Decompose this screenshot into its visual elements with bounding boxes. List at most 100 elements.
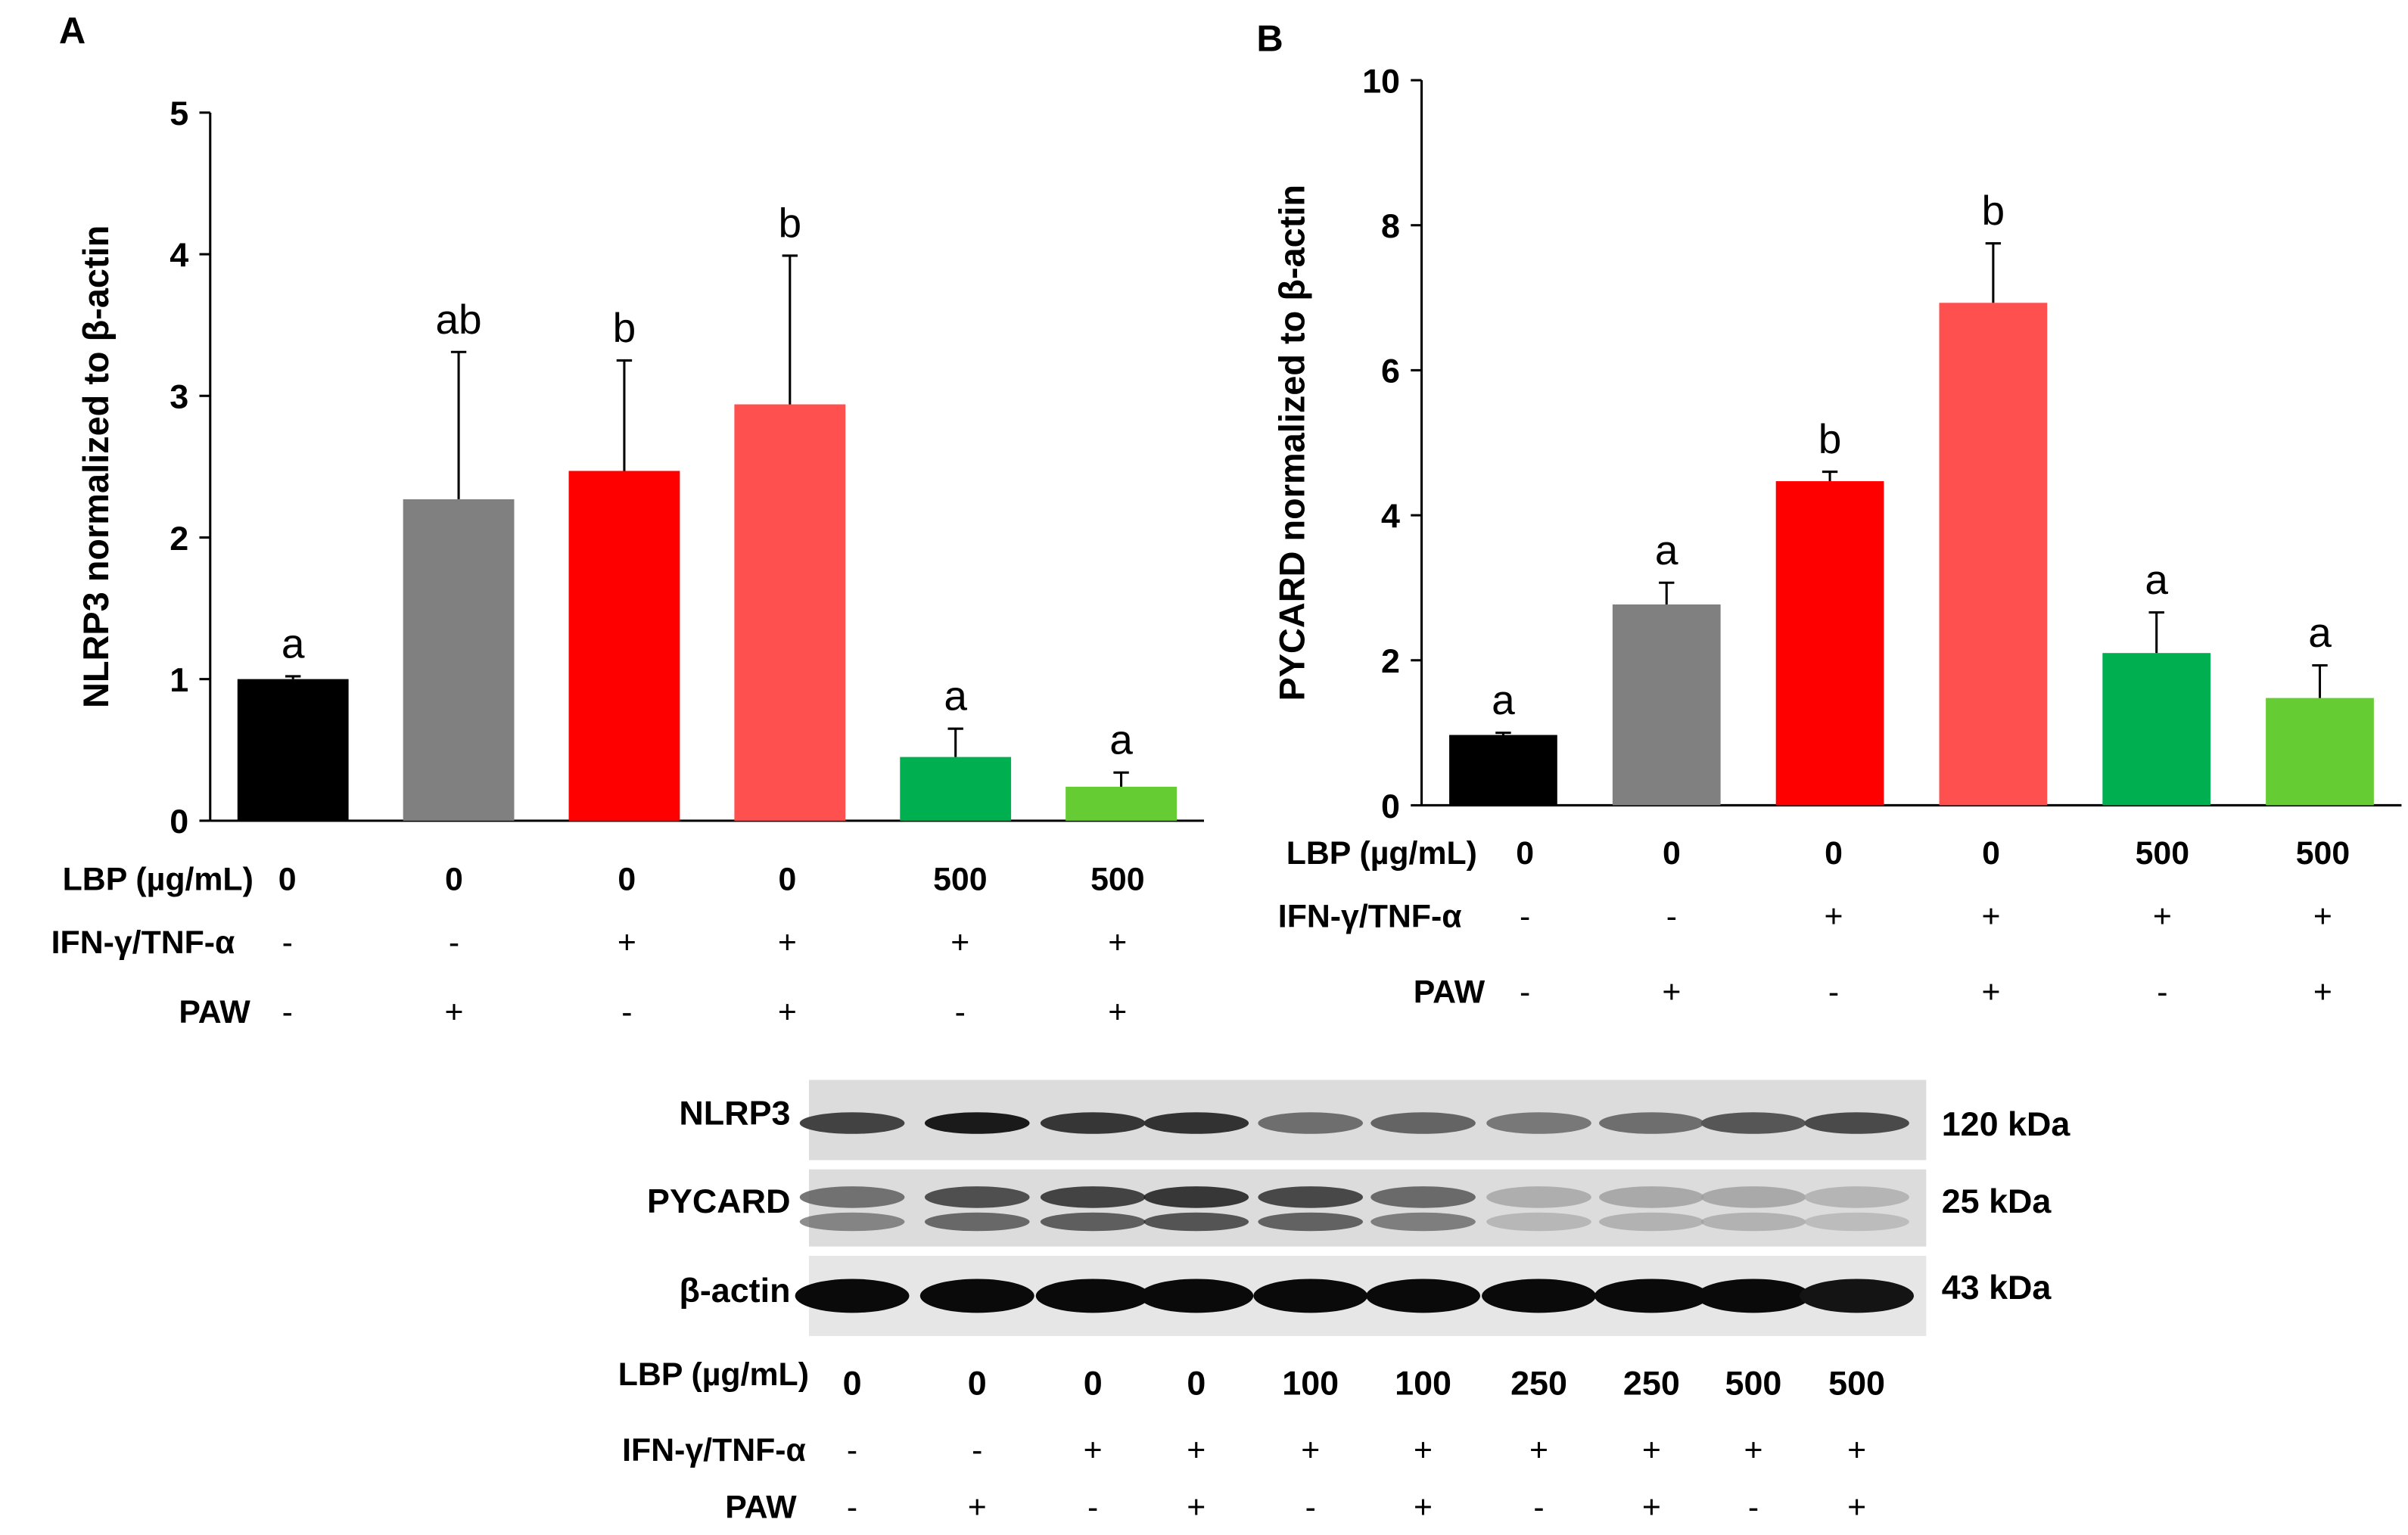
condition-value: 0 — [779, 862, 797, 898]
blot-condition-value: - — [1748, 1490, 1759, 1526]
y-tick-label: 2 — [170, 519, 188, 558]
significance-letter: a — [1492, 676, 1515, 723]
blot-condition-value: + — [1301, 1432, 1320, 1468]
condition-label: IFN-γ/TNF-α — [1278, 899, 1462, 935]
condition-value: 0 — [1663, 835, 1681, 872]
blot-condition-value: + — [1847, 1432, 1866, 1468]
condition-label: LBP (µg/mL) — [1286, 835, 1477, 872]
western-blot: NLRP3 120 kDa PYCARD 25 kDa β-actin 43 kDa LBP… — [618, 1080, 2071, 1526]
condition-value: 500 — [2136, 835, 2189, 872]
blot-condition-value: + — [1187, 1432, 1206, 1468]
bar — [2266, 698, 2374, 806]
significance-letter: ab — [435, 296, 481, 343]
blot-band — [1258, 1212, 1364, 1232]
blot-band — [1366, 1279, 1481, 1313]
condition-value: + — [778, 924, 797, 961]
y-tick-label: 0 — [1381, 787, 1400, 825]
condition-value: + — [2313, 974, 2332, 1010]
condition-value: + — [2313, 899, 2332, 935]
significance-letter: b — [1982, 187, 2005, 234]
blot-condition-value: + — [1529, 1432, 1548, 1468]
blot-condition-value: - — [1087, 1490, 1098, 1526]
blot-size-label: 120 kDa — [1942, 1105, 2071, 1143]
blot-band — [1700, 1212, 1806, 1232]
blot-band — [799, 1212, 905, 1232]
condition-value: + — [1662, 974, 1681, 1010]
y-axis-title: PYCARD normalized to β-actin — [1273, 185, 1312, 701]
blot-band — [924, 1212, 1030, 1232]
blot-condition-value: - — [1533, 1490, 1544, 1526]
bar — [1449, 735, 1557, 806]
blot-band — [1599, 1186, 1704, 1208]
blot-protein-label: PYCARD — [647, 1182, 790, 1220]
y-tick-label: 6 — [1381, 352, 1400, 390]
condition-value: - — [2157, 974, 2167, 1010]
condition-value: - — [955, 994, 966, 1030]
y-tick-label: 5 — [170, 94, 188, 132]
condition-value: 0 — [1516, 835, 1534, 872]
blot-condition-value: + — [1084, 1432, 1103, 1468]
bar — [568, 471, 680, 821]
condition-value: + — [1108, 924, 1127, 961]
chart-a-nlrp3: NLRP3 normalized to β-actin 0 1 2 3 4 5 a ab b b a a — [76, 94, 1204, 841]
blot-band — [1599, 1212, 1704, 1232]
y-tick-label: 4 — [170, 235, 188, 274]
y-tick-label: 4 — [1381, 496, 1400, 535]
condition-value: + — [1981, 974, 2000, 1010]
significance-letter: a — [1109, 716, 1133, 763]
blot-band — [1253, 1279, 1368, 1313]
significance-letter: b — [1818, 415, 1842, 462]
condition-value: 500 — [2296, 835, 2350, 872]
blot-band — [1696, 1279, 1811, 1313]
condition-value: - — [1520, 974, 1530, 1010]
condition-value: + — [2153, 899, 2172, 935]
condition-label: PAW — [1414, 974, 1486, 1010]
bar — [237, 679, 349, 821]
blot-condition-value: 0 — [968, 1363, 987, 1402]
condition-label: LBP (µg/mL) — [63, 862, 254, 898]
significance-letter: a — [2308, 609, 2332, 656]
blot-band — [1370, 1212, 1476, 1232]
blot-band — [1594, 1279, 1709, 1313]
blot-band — [1804, 1186, 1909, 1208]
blot-condition-value: 0 — [1084, 1363, 1103, 1402]
blot-band — [1486, 1112, 1591, 1134]
blot-protein-label: β-actin — [679, 1271, 790, 1310]
condition-value: - — [1828, 974, 1839, 1010]
blot-band — [1486, 1212, 1591, 1232]
significance-letter: a — [2145, 556, 2168, 603]
blot-band — [1370, 1112, 1476, 1134]
condition-value: - — [282, 994, 293, 1030]
blot-band — [924, 1112, 1030, 1134]
y-axis-title: NLRP3 normalized to β-actin — [76, 225, 116, 708]
blot-condition-value: + — [1414, 1490, 1433, 1526]
blot-band — [1370, 1186, 1476, 1208]
condition-value: + — [1981, 899, 2000, 935]
bar — [734, 404, 846, 821]
condition-value: 500 — [1090, 862, 1144, 898]
blot-condition-value: 250 — [1623, 1363, 1680, 1402]
significance-letter: b — [613, 304, 636, 351]
y-tick-label: 1 — [170, 660, 188, 699]
blot-condition-value: 250 — [1510, 1363, 1567, 1402]
bar — [2102, 653, 2211, 806]
condition-value: 0 — [1825, 835, 1843, 872]
bar — [900, 757, 1012, 821]
blot-condition-value: - — [847, 1432, 857, 1468]
blot-band — [1599, 1112, 1704, 1134]
condition-value: - — [282, 924, 293, 961]
bar — [1612, 604, 1721, 806]
blot-band — [1700, 1186, 1806, 1208]
blot-band — [1040, 1212, 1146, 1232]
blot-band — [1800, 1279, 1915, 1313]
condition-value: + — [778, 994, 797, 1030]
blot-condition-value: 100 — [1395, 1363, 1451, 1402]
panel-a-label: A — [59, 11, 86, 51]
blot-band — [1486, 1186, 1591, 1208]
bar — [1939, 303, 2048, 806]
blot-condition-value: 0 — [1187, 1363, 1206, 1402]
blot-protein-label: NLRP3 — [679, 1094, 790, 1133]
condition-label: PAW — [179, 994, 250, 1030]
blot-band — [795, 1279, 910, 1313]
